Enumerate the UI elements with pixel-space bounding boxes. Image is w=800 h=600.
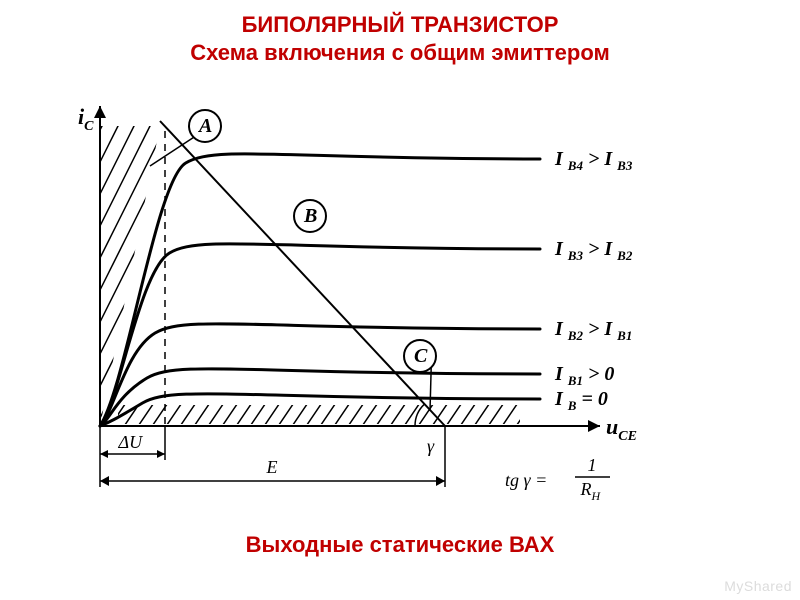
svg-text:γ: γ [427,436,435,456]
svg-text:I B4 > I B3: I B4 > I B3 [554,148,633,173]
svg-text:uCE: uCE [606,414,637,444]
caption: Выходные статические ВАХ [0,532,800,558]
svg-text:B: B [303,205,317,227]
svg-text:I B1 > 0: I B1 > 0 [554,363,614,388]
svg-text:C: C [414,345,428,367]
chart-svg: iC uCE I B4 > I B3 I B3 > I B2 I B2 > I B1 I … [0,66,800,526]
svg-text:I B = 0: I B = 0 [554,388,608,413]
page-title-2: Схема включения с общим эмиттером [0,40,800,66]
svg-text:ΔU: ΔU [118,432,144,452]
svg-text:1: 1 [588,455,597,475]
svg-text:iC: iC [78,104,94,134]
plot-area: iC uCE I B4 > I B3 I B3 > I B2 I B2 > I B1 I … [0,66,800,526]
svg-text:E: E [266,457,278,477]
watermark: MyShared [724,578,792,594]
svg-text:tg γ =: tg γ = [505,470,547,490]
page-title-1: БИПОЛЯРНЫЙ ТРАНЗИСТОР [0,12,800,38]
svg-text:RH: RH [580,479,602,503]
svg-text:I B3 > I B2: I B3 > I B2 [554,238,633,263]
svg-text:A: A [197,115,212,137]
svg-text:I B2 > I B1: I B2 > I B1 [554,318,632,343]
